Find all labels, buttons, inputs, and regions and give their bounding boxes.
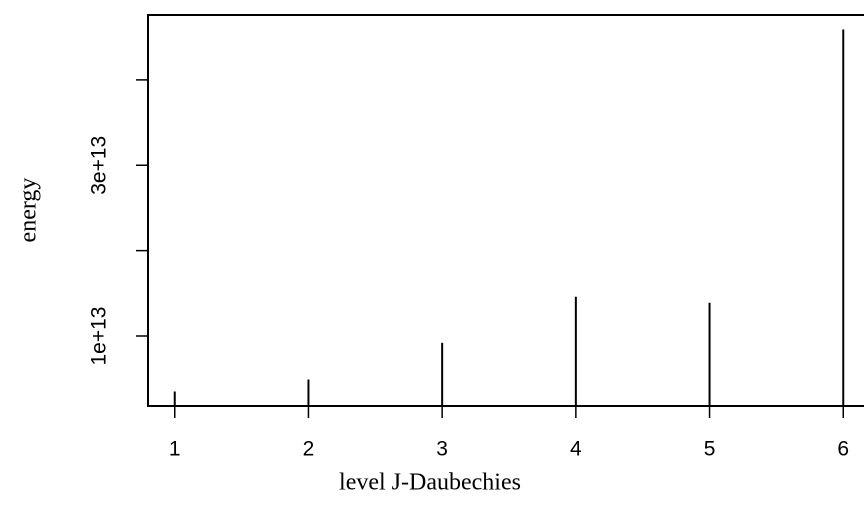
x-tick-label: 2 [303,438,315,461]
x-tick-label: 6 [837,438,849,461]
plot-box [147,14,864,407]
y-axis-label: energy [16,178,42,243]
x-tick-label: 4 [570,438,582,461]
y-tick-label: 1e+13 [88,307,111,366]
x-tick-label: 5 [704,438,716,461]
x-tick-label: 3 [436,438,448,461]
x-axis-label: level J-Daubechies [339,470,521,496]
y-tick-label: 3e+13 [88,136,111,195]
x-tick-label: 1 [169,438,181,461]
